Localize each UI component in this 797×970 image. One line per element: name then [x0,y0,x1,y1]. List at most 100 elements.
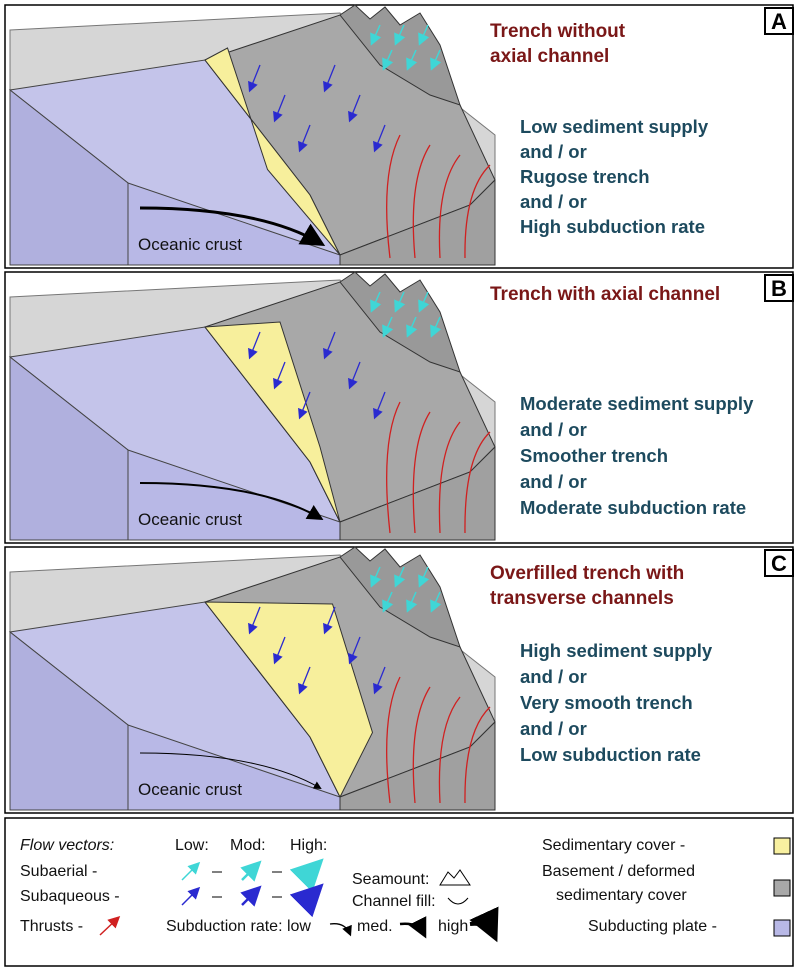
flow-vector [406,591,418,613]
legend-text: Thrusts - [20,918,83,935]
panel: Oceanic crust B Trench with axial channel M… [4,271,794,544]
flow-vector [430,591,442,613]
rate-icon [329,923,352,937]
thrust [412,144,431,259]
panel: Oceanic crust C Overfilled trench with tran… [4,546,794,814]
subduction-arrow [139,206,326,247]
panel-letter-box [764,549,794,577]
flow-vector [373,124,386,153]
condition: Moderate sediment supply [520,393,754,414]
legend-text: Seamount: [352,871,429,888]
flow-vector [298,391,311,420]
flow-vector [323,64,336,93]
swatch [773,837,791,855]
flow-vector [370,291,382,313]
flow-vector [373,666,386,695]
flow-vector [248,606,261,635]
thrust [438,421,461,534]
condition: and / or [520,419,587,440]
mountains [339,546,461,648]
thrust [386,401,401,534]
panel-letter-box [764,274,794,302]
sediment-cover [204,47,341,256]
thrust [412,411,431,534]
prism-front [339,178,496,266]
panel-title: axial channel [490,46,609,67]
subduction-arrow [139,752,322,790]
flow-vector [248,64,261,93]
thrust [438,696,461,804]
condition: Low sediment supply [520,116,709,137]
rate-icon [399,916,427,939]
thrust [438,154,461,259]
condition: and / or [520,471,587,492]
flow-vector [373,391,386,420]
condition: Smoother trench [520,445,668,466]
flow-vector [382,591,394,613]
flow-vector [348,94,361,123]
thrust [386,676,401,804]
flow-vector [382,49,394,71]
panel-title: Trench without [490,21,626,42]
flow-vector [323,606,336,635]
thrust [412,686,431,804]
flow-vector [273,361,286,390]
condition: Low subduction rate [520,744,701,765]
legend-text: Subaqueous - [20,888,120,905]
mountains [339,271,461,373]
flow-vector [348,636,361,665]
panel-letter-box [764,7,794,35]
legend-text: Subducting plate - [588,918,717,935]
legend-text: High: [290,837,327,854]
flow-vector [406,49,418,71]
swatch [773,919,791,937]
prism-front [339,720,496,811]
condition: Moderate subduction rate [520,497,746,518]
flow-vector [370,24,382,46]
flow-vector [394,566,406,588]
thrust-icon [99,915,121,936]
flow-vector [418,24,430,46]
thrust [386,134,401,259]
legend-text: Subaerial - [20,863,97,880]
panel-title: Trench with axial channel [490,284,720,305]
prism-front [339,445,496,541]
legend-frame [4,817,794,967]
flow-vector [406,316,418,338]
flow-vector [273,636,286,665]
crust-label: Oceanic crust [138,510,242,529]
panel-title: transverse channels [490,588,674,609]
legend: Flow vectors: Low: Mod: High: Subaerial … [4,817,794,967]
flow-vector [430,49,442,71]
legend-text: Basement / deformed [542,863,695,880]
condition: and / or [520,141,587,162]
legend-text: Flow vectors: [20,837,114,854]
rate-icon [469,906,499,943]
condition: High sediment supply [520,640,713,661]
legend-text: Sedimentary cover - [542,837,685,854]
condition: and / or [520,191,587,212]
flow-vector [298,666,311,695]
thrust [464,431,491,534]
thrust [464,164,491,259]
legend-text: sedimentary cover [556,887,687,904]
flow-vector [273,94,286,123]
channel-fill-icon [447,897,469,905]
flow-icons [181,858,324,918]
flow-vector [370,566,382,588]
crust-label: Oceanic crust [138,780,242,799]
condition: Very smooth trench [520,692,693,713]
condition: Rugose trench [520,166,650,187]
panel-title: Overfilled trench with [490,563,684,584]
flow-vector [418,566,430,588]
flow-vector [418,291,430,313]
flow-vector [382,316,394,338]
legend-text: Channel fill: [352,893,436,910]
panel: Oceanic crust A Trench without axial channe… [4,4,794,269]
condition: High subduction rate [520,216,705,237]
sediment-cover [204,321,341,523]
legend-text: high [438,918,468,935]
legend-text: Mod: [230,837,266,854]
sediment-cover [203,601,374,799]
